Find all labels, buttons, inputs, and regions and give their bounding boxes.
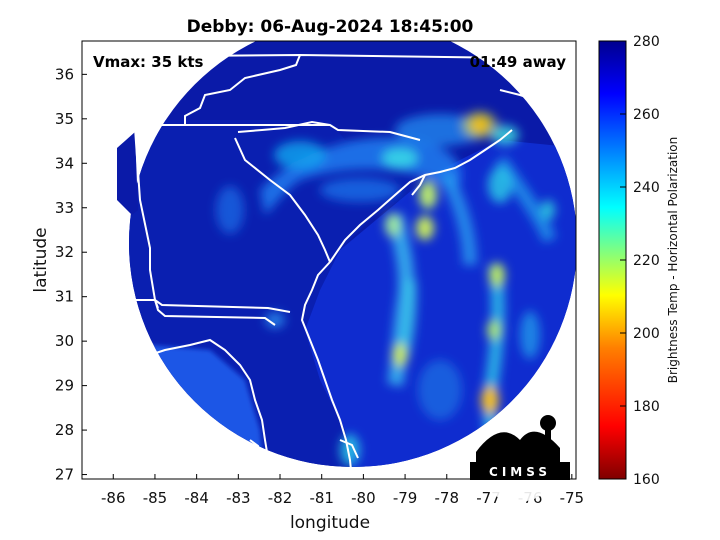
colorbar-tick-label: 280 xyxy=(633,34,660,50)
swath-disc xyxy=(129,41,576,467)
x-tick-label: -75 xyxy=(560,489,585,507)
logo-text: CIMSS xyxy=(489,465,551,479)
y-tick-label: 35 xyxy=(55,110,74,128)
axes-frame xyxy=(81,40,577,480)
x-tick-label: -81 xyxy=(309,489,334,507)
coastlines xyxy=(82,53,556,479)
y-tick-label: 31 xyxy=(55,288,74,306)
y-axis-ticks: 27 28 29 30 31 32 33 34 35 36 xyxy=(55,65,87,484)
y-tick-label: 33 xyxy=(55,199,74,217)
colorbar-tick-label: 160 xyxy=(633,472,660,488)
x-tick-label: -79 xyxy=(393,489,418,507)
data-layer xyxy=(82,41,576,479)
x-tick-label: -78 xyxy=(435,489,460,507)
swath-edge xyxy=(117,132,138,215)
time-away-label: 01:49 away xyxy=(470,53,567,71)
y-tick-label: 27 xyxy=(55,466,74,484)
y-axis-label: latitude xyxy=(31,227,51,292)
colorbar-label: Brightness Temp - Horizontal Polarizatio… xyxy=(666,137,680,384)
y-tick-label: 36 xyxy=(55,65,74,83)
x-tick-label: -80 xyxy=(351,489,376,507)
chart-title: Debby: 06-Aug-2024 18:45:00 xyxy=(187,17,474,37)
colorbar-tick-label: 220 xyxy=(633,253,660,269)
colorbar-tick-label: 200 xyxy=(633,326,660,342)
colorbar-ticks: 280 260 240 220 200 180 160 xyxy=(620,34,660,488)
x-tick-label: -86 xyxy=(101,489,126,507)
y-tick-label: 34 xyxy=(55,154,74,172)
x-tick-label: -84 xyxy=(184,489,209,507)
vmax-label: Vmax: 35 kts xyxy=(93,53,203,71)
colorbar-tick-label: 260 xyxy=(633,107,660,123)
cimss-logo: CIMSS xyxy=(470,414,570,502)
x-axis-label: longitude xyxy=(290,513,370,533)
x-tick-label: -85 xyxy=(143,489,168,507)
x-tick-label: -82 xyxy=(268,489,293,507)
y-tick-label: 32 xyxy=(55,243,74,261)
colorbar-tick-label: 240 xyxy=(633,180,660,196)
colorbar-tick-label: 180 xyxy=(633,399,660,415)
y-tick-label: 30 xyxy=(55,332,74,350)
y-tick-label: 29 xyxy=(55,377,74,395)
y-tick-label: 28 xyxy=(55,421,74,439)
x-tick-label: -83 xyxy=(226,489,251,507)
